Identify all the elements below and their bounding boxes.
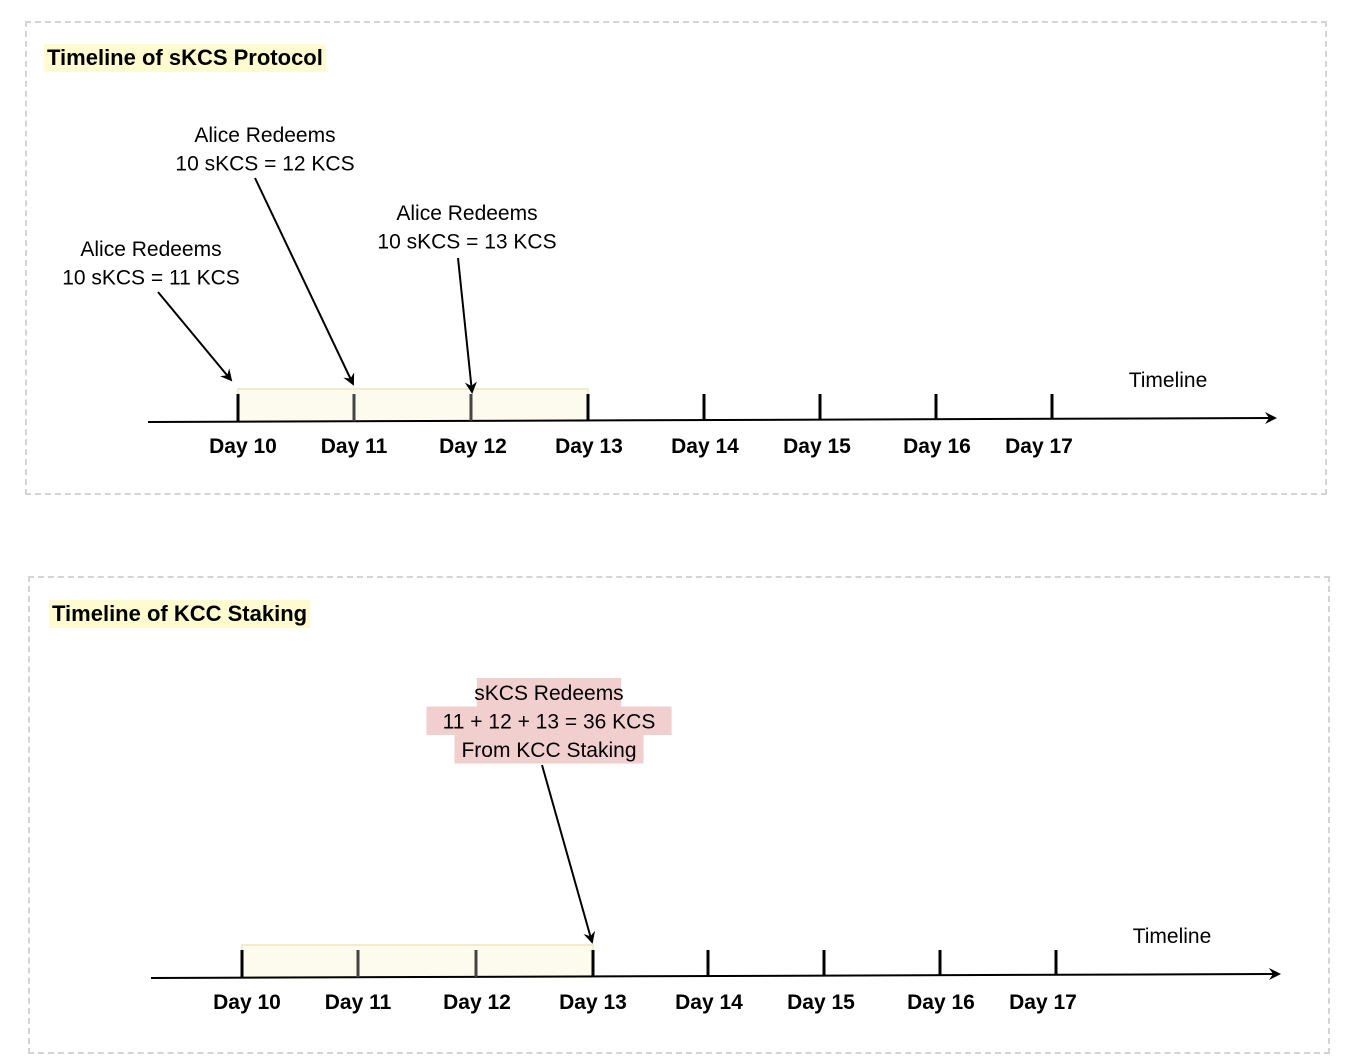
staking-note-line: sKCS Redeems xyxy=(474,682,623,705)
day-label: Day 16 xyxy=(907,991,975,1014)
day-label: Day 14 xyxy=(675,991,743,1014)
day-label: Day 15 xyxy=(783,435,851,458)
axis-label: Timeline xyxy=(1129,369,1208,392)
day-label: Day 12 xyxy=(443,991,511,1014)
kcc-staking-panel: Timeline of KCC Staking xyxy=(28,576,1330,1054)
day-label: Day 10 xyxy=(213,991,281,1014)
panel-title: Timeline of sKCS Protocol xyxy=(44,44,326,72)
note-highlight xyxy=(426,706,672,735)
staking-note-line: 11 + 12 + 13 = 36 KCS xyxy=(443,711,656,734)
annotation-arrow xyxy=(157,291,233,382)
annotation-arrow xyxy=(457,257,477,394)
day-label: Day 17 xyxy=(1009,991,1077,1014)
skcs-protocol-panel: Timeline of sKCS Protocol xyxy=(25,21,1327,495)
redeem-note-line: 10 sKCS = 11 KCS xyxy=(62,267,240,290)
day-label: Day 13 xyxy=(555,435,623,458)
day-label: Day 15 xyxy=(787,991,855,1014)
redeem-note-line: 10 sKCS = 12 KCS xyxy=(175,153,354,176)
annotation-arrow xyxy=(254,177,355,386)
axis-label: Timeline xyxy=(1133,925,1212,948)
note-highlight xyxy=(476,678,622,707)
day-label: Day 16 xyxy=(903,435,971,458)
annotation-arrow xyxy=(541,764,596,944)
redeem-note-line: Alice Redeems xyxy=(396,202,537,225)
day-label: Day 17 xyxy=(1005,435,1073,458)
note-highlight xyxy=(454,735,644,764)
redeem-note-line: 10 sKCS = 13 KCS xyxy=(377,231,556,254)
day-label: Day 13 xyxy=(559,991,627,1014)
highlight-range xyxy=(237,388,589,422)
redeem-note-line: Alice Redeems xyxy=(80,238,221,261)
day-label: Day 11 xyxy=(325,991,392,1014)
redeem-note-line: Alice Redeems xyxy=(194,124,335,147)
day-label: Day 12 xyxy=(439,435,507,458)
day-label: Day 10 xyxy=(209,435,277,458)
timeline-axis xyxy=(150,968,1281,981)
timeline-axis xyxy=(147,412,1277,425)
staking-note-line: From KCC Staking xyxy=(461,739,636,762)
day-label: Day 11 xyxy=(321,435,388,458)
highlight-range xyxy=(241,944,594,978)
panel-title: Timeline of KCC Staking xyxy=(49,600,311,628)
day-label: Day 14 xyxy=(671,435,739,458)
